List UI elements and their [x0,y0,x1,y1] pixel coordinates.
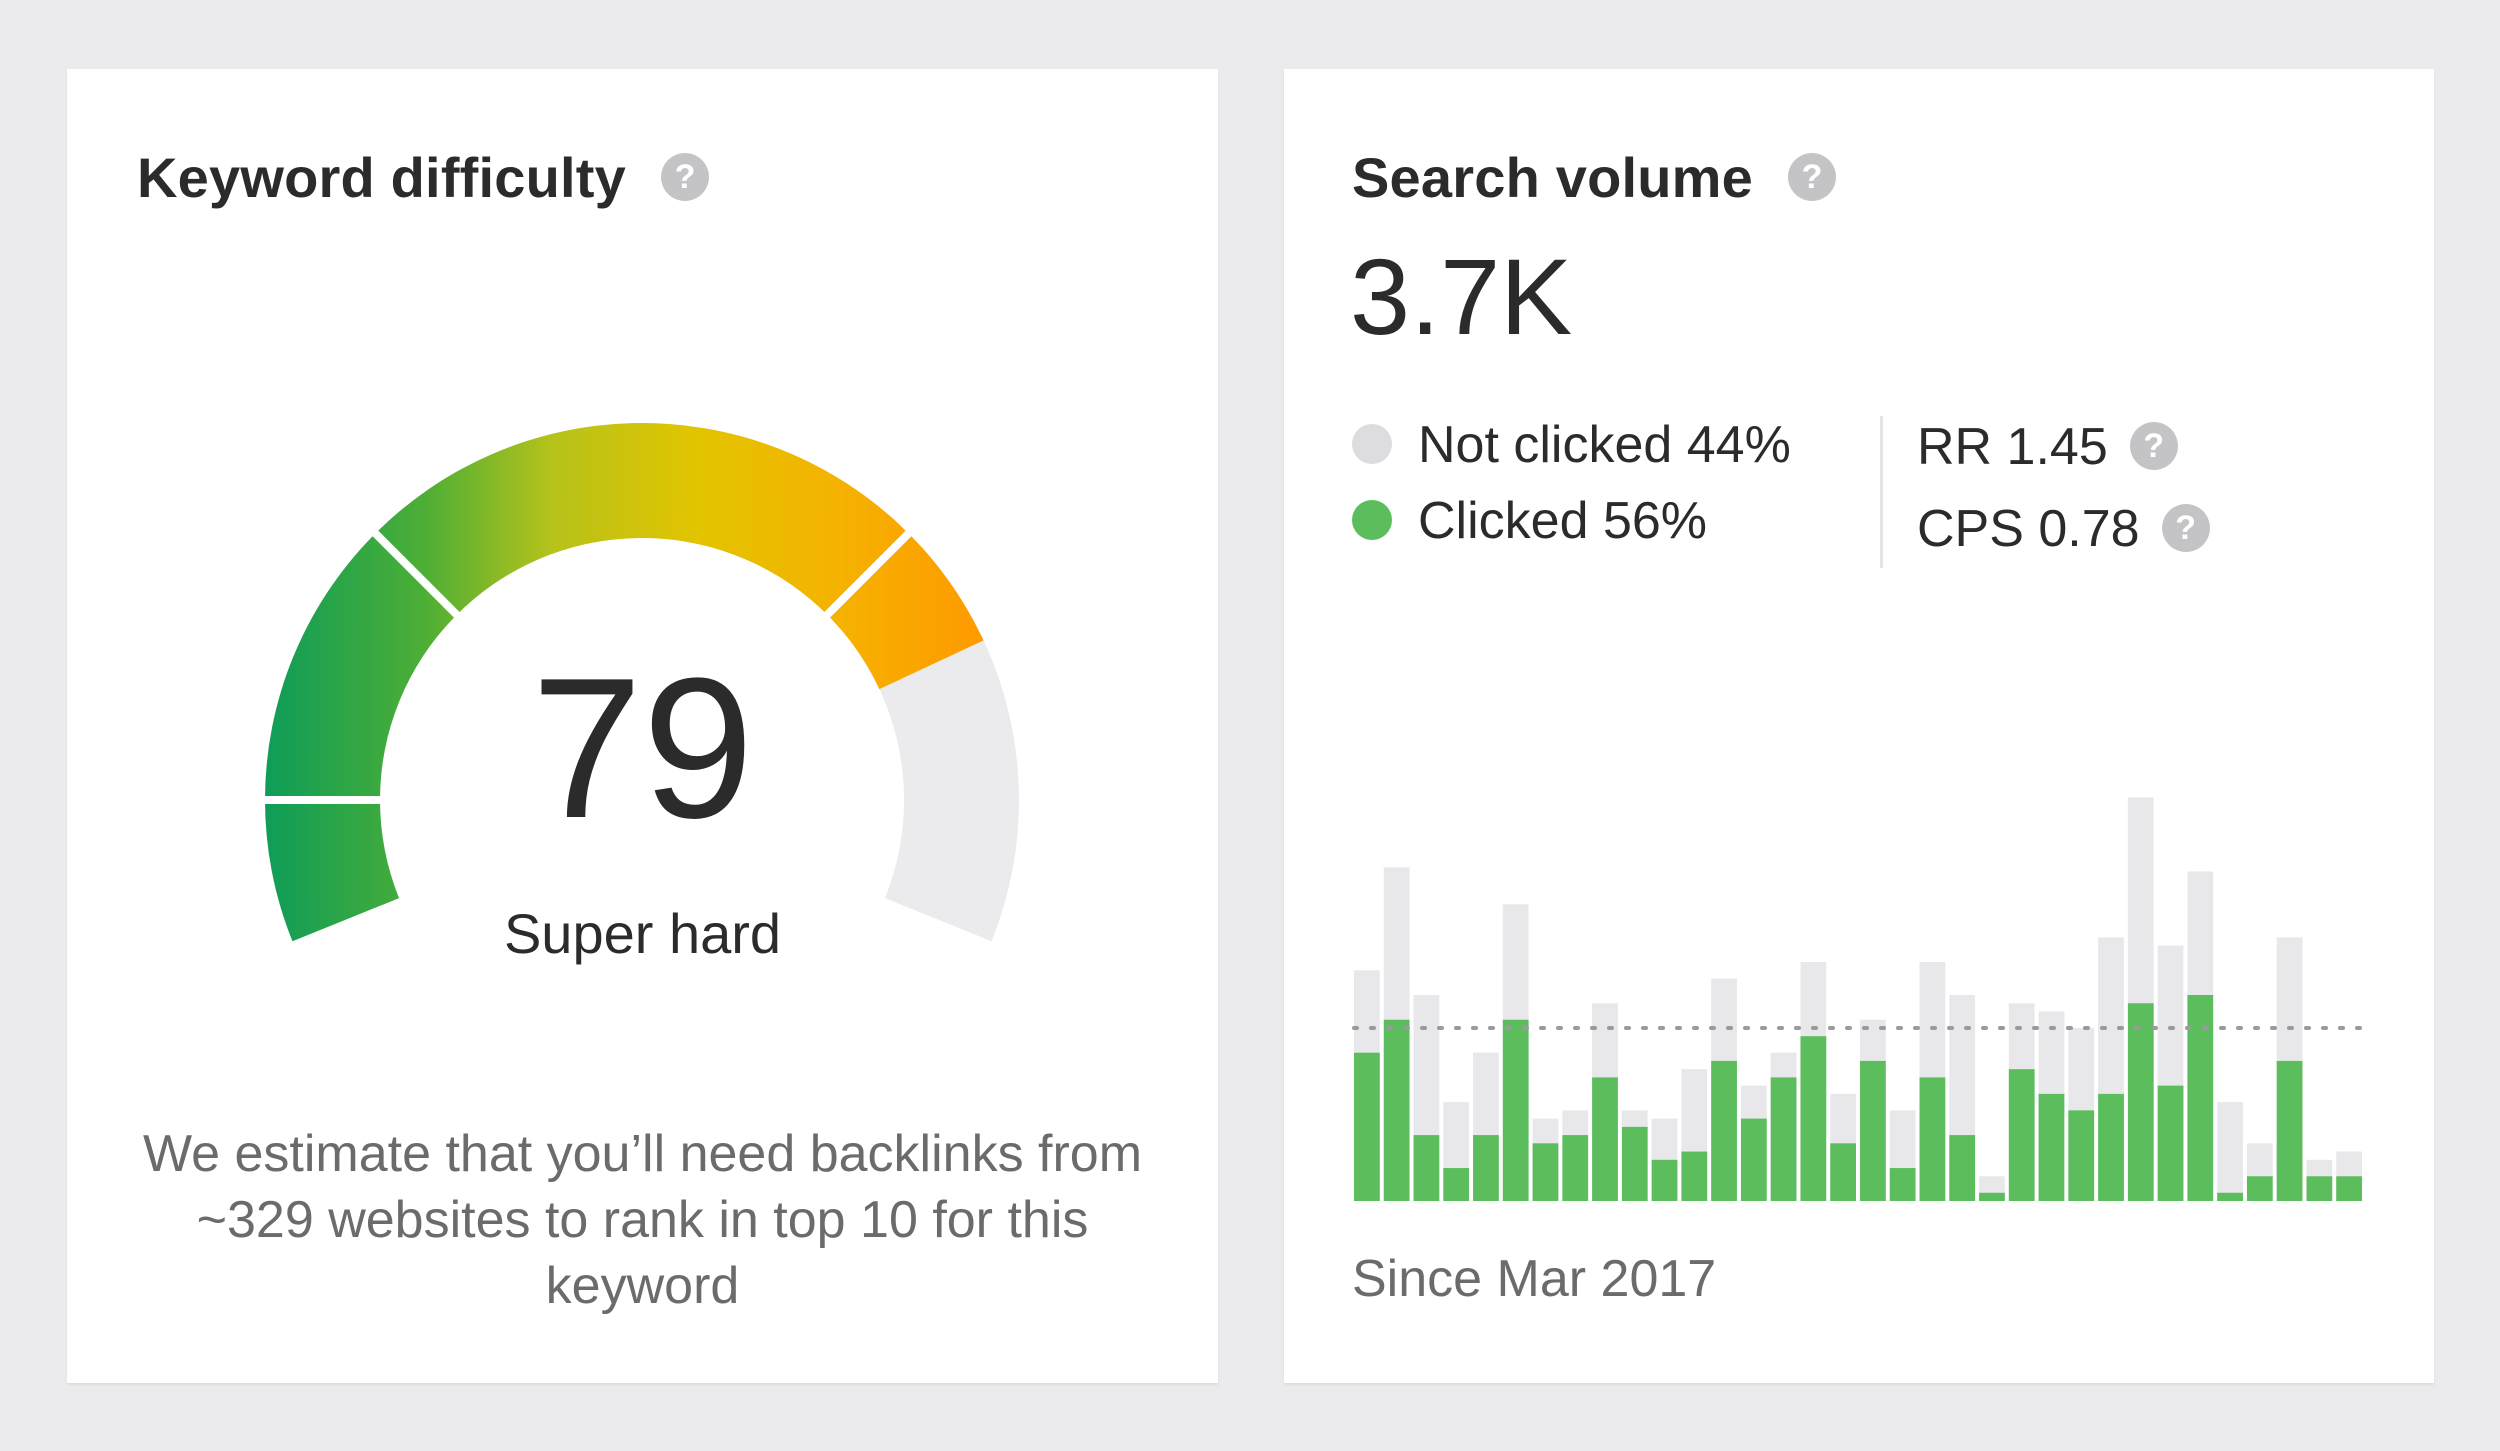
bar-clicked[interactable] [1413,1135,1440,1201]
metrics-divider [1880,416,1883,568]
bar-clicked[interactable] [1354,1052,1380,1201]
bar-clicked[interactable] [1383,1019,1410,1201]
gauge-tick [371,529,461,619]
bar-clicked[interactable] [1800,1036,1827,1201]
keyword-difficulty-title: Keyword difficulty [137,146,626,209]
gauge-fill [265,423,984,942]
bar-clicked[interactable] [2038,1093,2065,1201]
volume-bars [1354,797,2362,1201]
bar-clicked[interactable] [2068,1110,2095,1201]
bar-not-clicked[interactable] [2217,1102,2243,1201]
keyword-difficulty-help-icon[interactable]: ? [661,153,709,201]
bar-clicked[interactable] [2306,1176,2333,1201]
gauge-tick [823,529,913,619]
bar-clicked[interactable] [2098,1093,2124,1201]
bar-clicked[interactable] [2008,1069,2035,1201]
bar-clicked[interactable] [1860,1060,1886,1201]
bar-clicked[interactable] [1889,1168,1916,1201]
difficulty-score: 79 [531,637,754,860]
clicked-dot [1352,500,1392,541]
not-clicked-label: Not clicked 44% [1418,416,1791,474]
bar-clicked[interactable] [2127,1003,2154,1201]
difficulty-gauge [263,423,1019,942]
bar-clicked[interactable] [1592,1077,1618,1201]
bar-clicked[interactable] [1443,1168,1470,1201]
gauge-ticks [263,529,913,804]
bar-clicked[interactable] [2246,1176,2273,1201]
bar-clicked[interactable] [2336,1176,2362,1201]
rr-help-icon[interactable]: ? [2129,422,2178,471]
difficulty-label: Super hard [503,902,782,965]
bar-clicked[interactable] [2217,1192,2243,1201]
bar-clicked[interactable] [2276,1060,2303,1201]
cps-help-icon[interactable]: ? [2161,504,2210,553]
search-volume-value: 3.7K [1350,236,1573,357]
bar-clicked[interactable] [1711,1060,1737,1201]
search-volume-card: Search volume ? 3.7K Not clicked 44% Cli… [1284,69,2434,1383]
bar-clicked[interactable] [1979,1192,2005,1201]
bar-clicked[interactable] [1562,1135,1589,1201]
search-volume-chart [1352,797,2368,1201]
rr-metric: RR 1.45? [1917,417,2178,477]
bar-clicked[interactable] [2157,1085,2184,1201]
bar-clicked[interactable] [1919,1077,1946,1201]
keyword-difficulty-card: Keyword difficulty ? 79 Super hard We es… [67,69,1218,1383]
not-clicked-dot [1352,424,1392,465]
bar-clicked[interactable] [1770,1077,1797,1201]
backlinks-estimate: We estimate that you’ll need backlinks f… [142,1125,1143,1315]
legend-clicked: Clicked 56% [1352,491,1707,551]
search-volume-title: Search volume [1352,146,1753,209]
search-volume-help-icon[interactable]: ? [1788,153,1836,201]
bar-clicked[interactable] [2187,995,2214,1201]
clicked-label: Clicked 56% [1418,492,1708,550]
bar-clicked[interactable] [1830,1143,1856,1201]
rr-value: RR 1.45 [1917,418,2108,476]
bar-clicked[interactable] [1473,1135,1499,1201]
bar-clicked[interactable] [1651,1159,1678,1201]
bar-clicked[interactable] [1621,1126,1648,1201]
since-date: Since Mar 2017 [1352,1250,1717,1308]
bar-clicked[interactable] [1502,1019,1529,1201]
bar-clicked[interactable] [1681,1151,1708,1201]
legend-not-clicked: Not clicked 44% [1352,415,1791,475]
bar-clicked[interactable] [1949,1135,1976,1201]
cps-value: CPS 0.78 [1917,500,2140,558]
bar-clicked[interactable] [1532,1143,1559,1201]
cps-metric: CPS 0.78? [1917,499,2210,559]
bar-clicked[interactable] [1740,1118,1767,1201]
